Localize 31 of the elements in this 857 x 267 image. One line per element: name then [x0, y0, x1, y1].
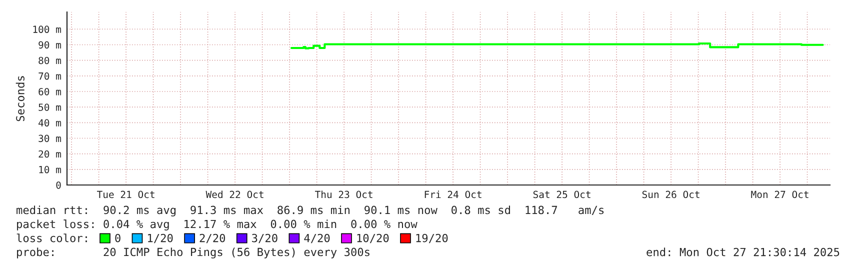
legend-label: 10/20	[357, 234, 389, 244]
legend-label: 3/20	[252, 234, 278, 244]
y-tick-label: 100 m	[33, 26, 61, 33]
y-tick-label: 0	[56, 182, 61, 189]
y-tick-label: 20 m	[38, 150, 61, 158]
x-tick-label: Mon 27 Oct	[751, 190, 808, 198]
y-tick-label: 60 m	[38, 88, 61, 96]
y-tick-label: 30 m	[38, 134, 61, 142]
y-tick-label: 80 m	[38, 56, 61, 64]
legend-title: loss color:	[16, 234, 87, 242]
y-tick-label: 10 m	[39, 166, 61, 174]
text: probe: 20 ICMP Echo Pings (56 Bytes) every 300s	[17, 248, 370, 258]
legend-label: 2/20	[200, 234, 226, 244]
x-tick-label: Fri 24 Oct	[424, 190, 482, 198]
x-tick-label: Wed 22 Oct	[206, 190, 264, 198]
text: packet loss: 0.04 % avg 12.17 % max 0.00 % min 0.00 % now	[17, 220, 418, 230]
x-tick-label: Sat 25 Oct	[533, 190, 590, 198]
x-tick-label: Tue 21 Oct	[97, 190, 154, 198]
legend-label: 0	[115, 234, 120, 242]
x-tick-label: Sun 26 Oct	[642, 190, 700, 198]
text: end: Mon Oct 27 21:30:14 2025	[646, 248, 840, 256]
y-axis-title: Seconds	[16, 76, 24, 122]
y-tick-label: 50 m	[38, 104, 61, 111]
legend-label: 19/20	[416, 234, 448, 244]
text: median rtt: 90.2 ms avg 91.3 ms max 86.9 ms min 90.1 ms now 0.8 ms sd 118.7 am/s	[16, 206, 604, 216]
y-tick-label: 90 m	[38, 41, 61, 49]
legend-label: 1/20	[148, 234, 173, 244]
x-tick-label: Thu 23 Oct	[315, 190, 372, 198]
y-tick-label: 40 m	[38, 119, 61, 127]
legend-label: 4/20	[304, 234, 330, 244]
y-tick-label: 70 m	[38, 72, 61, 80]
